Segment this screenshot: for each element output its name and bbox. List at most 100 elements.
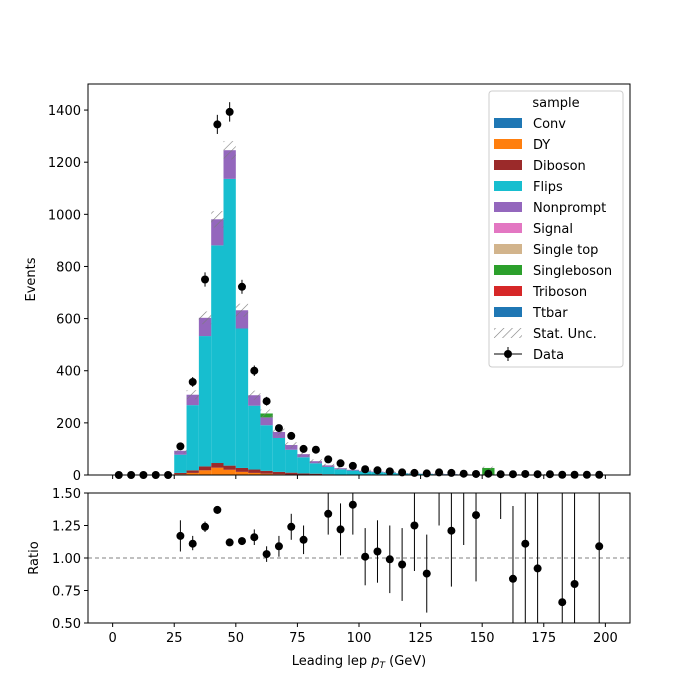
data-point bbox=[188, 377, 197, 386]
ratio-point bbox=[422, 569, 431, 578]
legend-label: DY bbox=[533, 138, 550, 153]
y-axis-label: Events bbox=[24, 257, 39, 301]
ratio-point bbox=[361, 552, 370, 561]
ratio-points bbox=[176, 493, 604, 623]
ratio-point bbox=[398, 560, 407, 569]
data-point bbox=[545, 470, 554, 479]
legend-swatch-conv bbox=[494, 118, 522, 128]
legend-data-marker bbox=[504, 350, 512, 358]
data-point bbox=[336, 459, 345, 468]
ratio-x-ticks: 0 25 50 75 100 125 150 175 200 bbox=[108, 623, 618, 646]
data-point bbox=[484, 469, 493, 478]
bar-flips bbox=[272, 437, 286, 472]
stat-unc-hatch bbox=[235, 303, 249, 317]
x-tick-label: 150 bbox=[470, 631, 495, 646]
data-point bbox=[410, 468, 419, 477]
data-point bbox=[287, 431, 296, 440]
legend-label: Flips bbox=[533, 180, 563, 195]
ratio-point bbox=[213, 505, 222, 514]
legend-swatch-flips bbox=[494, 181, 522, 191]
stat-unc-hatch bbox=[309, 459, 323, 464]
ratio-point bbox=[299, 535, 308, 544]
legend-frame bbox=[488, 90, 624, 368]
y-tick-label: 800 bbox=[56, 260, 81, 275]
ratio-point bbox=[595, 542, 604, 551]
data-point bbox=[176, 442, 185, 451]
legend-label: Conv bbox=[533, 117, 566, 132]
data-point bbox=[299, 444, 308, 453]
data-point bbox=[385, 467, 394, 476]
ratio-axes-frame bbox=[87, 492, 631, 624]
x-tick-label: 100 bbox=[347, 631, 372, 646]
legend-title: sample bbox=[532, 96, 579, 111]
legend: sample Conv DY Diboson Flips Nonprompt Signal… bbox=[488, 90, 624, 368]
data-point bbox=[201, 275, 210, 284]
bar-diboson bbox=[186, 470, 199, 473]
bar-flips bbox=[322, 466, 335, 475]
bar-dy bbox=[223, 469, 236, 475]
bar-diboson bbox=[272, 471, 286, 475]
data-point bbox=[422, 469, 431, 478]
bar-nonprompt bbox=[260, 417, 273, 426]
ratio-panel: 0.50 0.75 1.00 1.25 1.50 0 25 50 75 100 125 150 175… bbox=[27, 487, 631, 671]
y-tick-label: 200 bbox=[56, 417, 81, 432]
bar-flips bbox=[223, 178, 236, 466]
bar-diboson bbox=[211, 463, 224, 468]
ratio-point bbox=[521, 539, 530, 548]
legend-label: Diboson bbox=[533, 159, 586, 174]
legend-swatch-ttbar bbox=[494, 307, 522, 317]
bar-flips bbox=[334, 469, 347, 475]
ratio-y-tick-label: 0.75 bbox=[52, 585, 81, 600]
data-point bbox=[213, 120, 222, 129]
legend-label: Signal bbox=[533, 222, 573, 237]
ratio-point bbox=[237, 537, 246, 546]
x-tick-label: 200 bbox=[593, 631, 618, 646]
legend-swatch-singleboson bbox=[494, 265, 522, 275]
ratio-point bbox=[472, 511, 481, 520]
data-point bbox=[324, 455, 333, 464]
data-point bbox=[262, 397, 271, 406]
bar-diboson bbox=[223, 465, 236, 470]
ratio-point bbox=[385, 555, 394, 564]
legend-label: Singleboson bbox=[533, 264, 612, 279]
legend-swatch-dy bbox=[494, 139, 522, 149]
ratio-y-axis-label: Ratio bbox=[27, 541, 42, 574]
stat-unc-hatch bbox=[248, 390, 261, 400]
ratio-point bbox=[176, 531, 185, 540]
bar-diboson bbox=[248, 469, 261, 473]
data-point bbox=[435, 468, 444, 477]
data-point bbox=[361, 465, 370, 474]
stat-unc-hatch bbox=[297, 451, 310, 457]
data-point bbox=[348, 461, 357, 470]
ratio-point bbox=[447, 526, 456, 535]
data-point bbox=[274, 424, 283, 433]
legend-swatch-signal bbox=[494, 223, 522, 233]
ratio-y-tick-label: 1.25 bbox=[52, 520, 81, 535]
x-tick-label: 25 bbox=[166, 631, 183, 646]
ratio-point bbox=[287, 522, 296, 531]
ratio-point bbox=[225, 538, 234, 547]
main-y-ticks: 0 200 400 600 800 1000 1200 1400 bbox=[48, 104, 88, 484]
data-point bbox=[496, 470, 505, 479]
stat-unc-hatch bbox=[322, 463, 335, 467]
y-tick-label: 1400 bbox=[48, 104, 81, 119]
bar-dy bbox=[211, 467, 224, 475]
data-point bbox=[250, 366, 259, 375]
bar-nonprompt bbox=[248, 395, 261, 406]
ratio-y-tick-label: 0.50 bbox=[52, 617, 81, 632]
legend-label: Single top bbox=[533, 243, 598, 258]
legend-swatch-triboson bbox=[494, 286, 522, 296]
data-point bbox=[447, 468, 456, 477]
bar-flips bbox=[309, 463, 323, 474]
data-point bbox=[398, 468, 407, 477]
bar-diboson bbox=[235, 467, 249, 472]
stat-unc-hatch bbox=[285, 442, 298, 448]
ratio-point bbox=[533, 564, 542, 573]
ratio-point bbox=[201, 522, 210, 531]
data-point bbox=[373, 466, 382, 475]
ratio-point bbox=[336, 525, 345, 534]
ratio-point bbox=[262, 550, 271, 559]
bar-flips bbox=[285, 449, 298, 473]
stat-unc-hatch bbox=[198, 311, 212, 325]
stat-unc-hatch bbox=[174, 448, 187, 454]
